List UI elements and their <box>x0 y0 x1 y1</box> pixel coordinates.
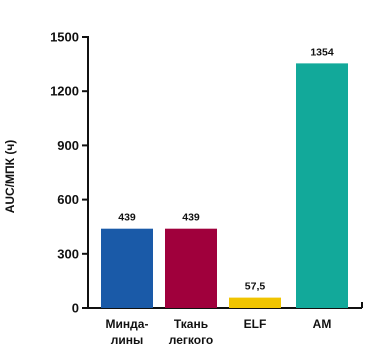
data-label: 439 <box>118 212 136 224</box>
bar <box>229 297 281 308</box>
bar <box>101 228 153 308</box>
x-tick-label-line: ELF <box>244 317 267 331</box>
data-label: 439 <box>182 212 200 224</box>
x-tick-label: Ткань легкого <box>169 317 213 346</box>
data-label: 1354 <box>310 46 334 58</box>
x-tick-label: Минда-лины <box>106 317 149 346</box>
y-axis-title: AUC/МПК (ч) <box>3 140 17 214</box>
x-tick-label-line: легкого <box>169 333 213 346</box>
y-tick-label: 600 <box>57 192 79 207</box>
x-tick-label: ELF <box>244 317 267 331</box>
x-tick-label-line: АМ <box>313 317 332 331</box>
y-tick-label: 1500 <box>50 30 79 45</box>
x-tick-label-line: Минда- <box>106 317 149 331</box>
bar <box>296 63 348 308</box>
bar <box>165 228 217 308</box>
y-tick-label: 900 <box>57 138 79 153</box>
x-tick-label-line: Ткань <box>174 317 208 331</box>
x-tick-label: АМ <box>313 317 332 331</box>
y-tick-label: 300 <box>57 246 79 261</box>
y-tick-label: 0 <box>72 301 79 316</box>
y-tick-label: 1200 <box>50 84 79 99</box>
data-label: 57,5 <box>245 281 266 293</box>
x-tick-label-line: лины <box>111 333 144 346</box>
